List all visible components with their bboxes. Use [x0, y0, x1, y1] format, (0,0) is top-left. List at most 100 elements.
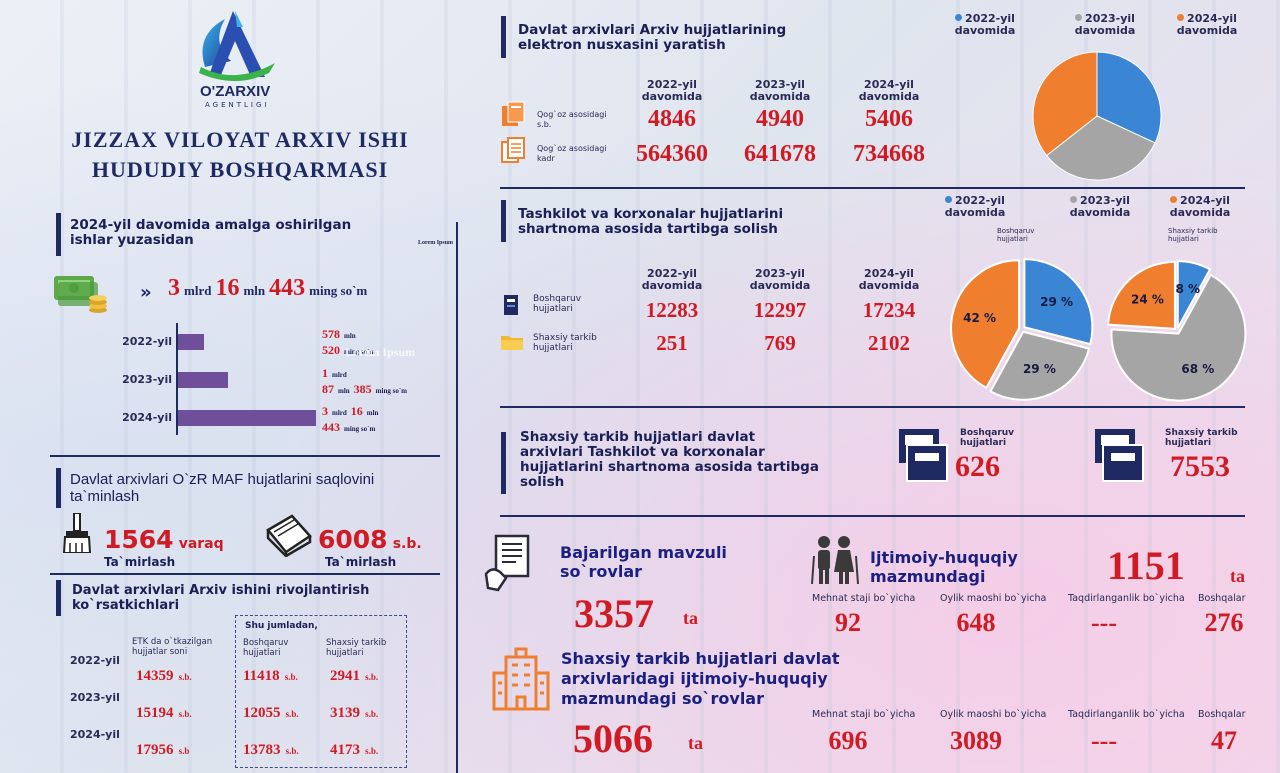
total-u3: ming so`m [309, 283, 368, 298]
bar-cat-0: 2022-yil [122, 335, 172, 348]
bar-label-0-au: mln [344, 332, 356, 340]
bar-label-1: 1 mlrd 87 mln 385 ming so`m [322, 366, 407, 398]
book-icon [264, 512, 314, 561]
bar-label-2-a2: 16 [350, 404, 363, 418]
elderly-icon [808, 534, 862, 590]
total-n1: 3 [168, 275, 180, 301]
social-val-1: 648 [956, 608, 996, 637]
social-val-0: 92 [835, 608, 861, 637]
personal-l2: Shaxsiy tarkib hujjatlari [1165, 428, 1238, 448]
building-icon [490, 643, 552, 715]
dev-cell: 4173 s.b. [330, 739, 378, 759]
org-r1-1: 12297 [753, 298, 807, 322]
pie2-slice-1 [1110, 273, 1247, 402]
folders-icon [500, 100, 528, 132]
bar-label-2-a: 3 [322, 404, 328, 418]
elec-r1-1: 4940 [756, 106, 804, 132]
dev-col2: Boshqaruv hujjatlari [243, 638, 289, 658]
legend-label-1: 2023-yil davomida [1074, 12, 1136, 37]
bar-1 [178, 372, 228, 388]
dev-heading: Davlat arxivlari Arxiv ishini rivojlanti… [72, 583, 370, 613]
pie2-label-2: 24 % [1131, 293, 1164, 307]
accent-bar [501, 432, 506, 494]
dev-cell-value: 17956 [136, 742, 174, 758]
dev-cell: 17956 s.b [136, 739, 189, 759]
archive-heading: Shaxsiy tarkib hujjatlari davlat arxivla… [561, 649, 840, 708]
elec-r1-label: Qog`oz asosidagi s.b. [537, 110, 607, 129]
legend-dot-2 [1177, 14, 1185, 21]
requests-value: 3357 [574, 591, 654, 636]
pie-chart-electronic [1032, 51, 1162, 181]
social-cat-1: Oylik maoshi bo`yicha [940, 593, 1047, 604]
dev-inc-box [235, 615, 407, 768]
legend-dot-1 [1075, 14, 1083, 21]
social-val-3: 276 [1204, 608, 1244, 637]
cabinet-icon-2 [1093, 425, 1145, 489]
bar-label-0-bu: ming so`m [344, 348, 376, 356]
bar-label-2-a2u: mln [366, 409, 379, 417]
requests-heading: Bajarilgan mavzuli so`rovlar [560, 543, 727, 581]
accent-bar [501, 16, 506, 58]
bar-chart-axis [176, 323, 178, 435]
dev-cell-value: 3139 [330, 705, 360, 721]
total-u2: mln [243, 283, 266, 298]
dev-cell-unit: s.b. [284, 672, 298, 682]
archive-val-2: --- [1091, 726, 1117, 755]
dev-cell: 12055 s.b. [243, 702, 299, 722]
logo-sub: AGENTLIGI [205, 101, 270, 109]
binder-icon [502, 293, 520, 321]
folder-icon [500, 333, 524, 355]
dev-cell: 2941 s.b. [330, 665, 378, 685]
org-r2-0: 251 [656, 331, 688, 355]
pie2-slice-2 [1107, 260, 1176, 330]
works-heading: 2024-yil davomida amalga oshirilgan ishl… [70, 217, 352, 248]
dev-row-year: 2022-yil [70, 654, 120, 667]
dev-inc: Shu jumladan, [245, 621, 318, 631]
legend2-dot-2 [1170, 196, 1178, 203]
dev-cell-value: 2941 [330, 668, 360, 684]
logo-mark [199, 11, 275, 81]
maf-heading: Davlat arxivlari O`zR MAF hujatlarini sa… [70, 471, 375, 505]
accent-bar [56, 580, 61, 616]
archive-cat-2: Taqdirlanganlik bo`yicha [1068, 709, 1185, 720]
dev-cell-unit: s.b. [365, 709, 379, 719]
bar-label-1-c: 385 [353, 382, 372, 396]
bar-label-1-cu: ming so`m [375, 387, 407, 395]
bar-0 [178, 334, 204, 350]
org-year-1: 2023-yil davomida [749, 267, 811, 292]
total-u1: mlrd [184, 283, 212, 298]
docs-icon [500, 136, 528, 170]
maf-u1: varaq [178, 536, 224, 552]
divider-right-3 [500, 515, 1245, 517]
dev-cell-value: 15194 [136, 705, 174, 721]
total-amount: 3 mlrd 16 mln 443 ming so`m [168, 275, 367, 302]
accent-bar [501, 200, 506, 242]
requests-unit: ta [683, 608, 698, 628]
elec-year-1: 2023-yil davomida [749, 78, 811, 103]
social-cat-0: Mehnat staji bo`yicha [812, 593, 916, 604]
elec-heading: Davlat arxivlari Arxiv hujjatlarining el… [518, 22, 787, 53]
social-total: 1151 [1107, 543, 1185, 588]
legend-label-0: 2022-yil davomida [954, 12, 1016, 37]
dev-cell: 13783 s.b. [243, 739, 299, 759]
legend-dot-0 [955, 14, 963, 21]
social-heading: Ijtimoiy-huquqiy mazmundagi [870, 548, 1018, 586]
pie1-slice-0 [1023, 258, 1094, 346]
org-year-2: 2024-yil davomida [858, 267, 920, 292]
accent-bar [56, 213, 61, 256]
pie1-label-2: 42 % [963, 311, 996, 325]
dev-cell-value: 4173 [330, 742, 360, 758]
bar-2 [178, 410, 316, 426]
org-r1-label: Boshqaruv hujjatlari [533, 294, 582, 314]
lorem-label: Lorem Ipsum [418, 240, 454, 246]
pie1-title: Boshqaruv hujjatlari [997, 227, 1035, 243]
pie2-slice-0 [1176, 260, 1212, 329]
bar-label-0: 578 mln 520 ming so`m [322, 327, 375, 359]
logo-brand: O'ZARXIV [200, 83, 271, 100]
dev-col1: ETK da o`tkazilgan hujjatlar soni [132, 637, 213, 657]
dev-cell-unit: s.b. [285, 746, 299, 756]
personal-heading: Shaxsiy tarkib hujjatlari davlat arxivla… [520, 429, 819, 490]
personal-v1: 626 [955, 450, 1000, 483]
accent-bar [56, 468, 61, 508]
pie2-title: Shaxsiy tarkib hujjatlari [1168, 227, 1218, 243]
